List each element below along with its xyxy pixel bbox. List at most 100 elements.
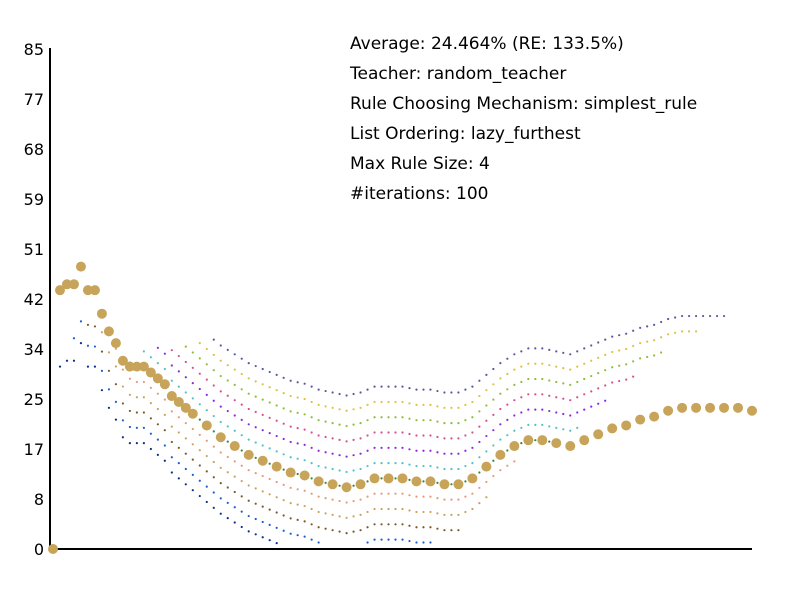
background-point <box>387 538 390 541</box>
background-point <box>254 441 257 444</box>
info-list-ordering: List Ordering: lazy_furthest <box>350 124 581 144</box>
background-point <box>268 401 271 404</box>
background-point <box>722 314 726 318</box>
background-point <box>639 326 642 329</box>
background-point <box>534 362 537 365</box>
info-iterations: #iterations: 100 <box>350 184 489 204</box>
background-point <box>240 525 243 529</box>
main-series-point <box>355 479 366 490</box>
background-point <box>212 460 215 464</box>
background-point <box>219 344 222 347</box>
background-point <box>534 408 537 411</box>
background-point <box>534 439 537 442</box>
background-point <box>254 472 257 475</box>
background-point <box>198 342 201 345</box>
background-point <box>366 510 369 514</box>
main-series-point <box>299 470 310 481</box>
background-point <box>478 394 481 398</box>
background-point <box>548 348 551 351</box>
background-point <box>282 468 285 471</box>
background-point <box>611 350 614 354</box>
background-point <box>233 368 236 371</box>
background-point <box>401 523 404 526</box>
background-point <box>247 362 250 365</box>
background-point <box>667 333 670 336</box>
background-point <box>352 392 355 396</box>
background-point <box>121 402 124 405</box>
background-point <box>408 432 411 436</box>
background-point <box>464 449 467 452</box>
background-point <box>562 428 565 431</box>
background-point <box>653 354 656 357</box>
background-point <box>429 449 432 452</box>
background-point <box>618 364 621 367</box>
background-point <box>170 379 173 382</box>
background-point <box>492 444 495 447</box>
background-point <box>401 492 404 495</box>
background-point <box>107 406 111 409</box>
background-point <box>170 425 173 428</box>
background-point <box>191 473 194 476</box>
background-point <box>310 446 313 449</box>
background-point <box>401 431 404 434</box>
background-point <box>708 314 712 318</box>
background-point <box>275 511 278 514</box>
background-point <box>338 530 341 533</box>
background-point <box>443 498 446 501</box>
background-point <box>380 507 383 511</box>
background-point <box>478 425 481 428</box>
background-point <box>436 451 439 454</box>
main-series-point <box>54 285 65 296</box>
background-point <box>289 425 292 428</box>
background-point <box>275 389 278 392</box>
main-series-point <box>82 285 93 296</box>
background-point <box>499 392 502 395</box>
background-point <box>331 437 334 440</box>
background-point <box>352 454 355 457</box>
background-point <box>457 437 460 440</box>
background-point <box>548 379 551 382</box>
background-point <box>345 501 348 504</box>
background-point <box>65 359 69 362</box>
y-tick-label: 0 <box>34 540 44 559</box>
background-point <box>415 541 418 544</box>
background-point <box>429 434 432 437</box>
background-point <box>604 369 607 372</box>
background-point <box>429 510 432 514</box>
background-point <box>282 483 285 486</box>
y-tick-label: 68 <box>24 140 44 159</box>
main-series-point <box>173 396 184 407</box>
background-point <box>212 353 215 356</box>
background-point <box>450 437 453 440</box>
background-point <box>520 426 523 429</box>
background-point <box>275 434 278 438</box>
background-point <box>135 411 138 414</box>
background-point <box>331 452 334 455</box>
background-point <box>310 538 313 541</box>
background-point <box>247 407 250 411</box>
background-point <box>170 364 173 367</box>
background-point <box>422 434 425 437</box>
background-point <box>303 382 306 385</box>
background-point <box>331 391 334 394</box>
y-tick-label: 25 <box>24 390 44 409</box>
background-point <box>184 345 187 348</box>
background-point <box>247 514 250 518</box>
background-point <box>429 526 432 529</box>
background-point <box>618 349 621 352</box>
background-point <box>583 393 586 396</box>
background-point <box>618 379 621 383</box>
background-point <box>694 314 698 318</box>
background-point <box>436 512 439 515</box>
background-point <box>114 347 118 350</box>
background-point <box>149 386 152 389</box>
background-point <box>184 467 187 471</box>
background-point <box>373 462 376 465</box>
background-point <box>492 383 495 386</box>
background-point <box>240 372 243 376</box>
background-point <box>394 431 397 434</box>
main-series-point <box>551 438 562 449</box>
info-max-rule-size: Max Rule Size: 4 <box>350 154 490 174</box>
background-point <box>366 526 369 529</box>
background-point <box>464 464 467 468</box>
